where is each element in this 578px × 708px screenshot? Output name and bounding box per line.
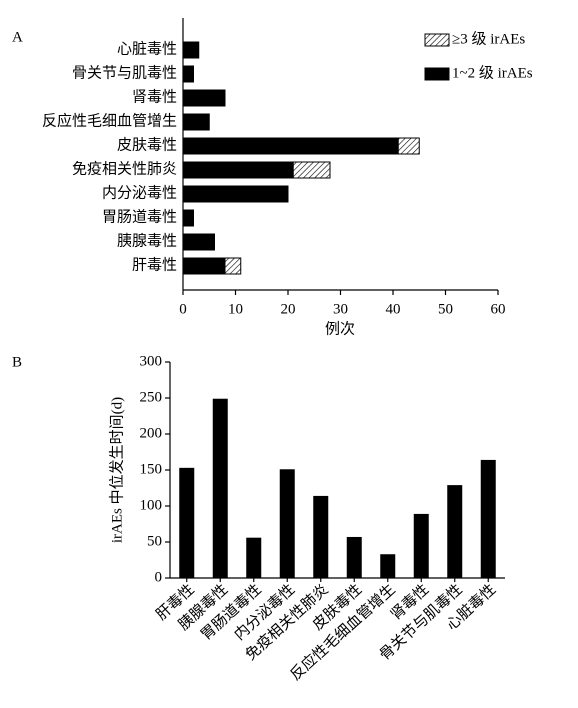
bar-segment	[182, 137, 399, 155]
legend-label: ≥3 级 irAEs	[452, 30, 525, 47]
bar-segment	[224, 257, 242, 275]
bar	[212, 398, 228, 578]
y-tick-label: 内分泌毒性	[102, 184, 177, 201]
y-tick-label: 150	[140, 461, 163, 477]
legend-swatch	[424, 67, 450, 81]
bar-segment	[397, 137, 420, 155]
y-tick-label: 250	[140, 389, 163, 405]
bar	[179, 467, 195, 578]
x-tick-label: 50	[438, 301, 453, 317]
y-tick-label: 免疫相关性肺炎	[72, 160, 177, 177]
bar-segment	[182, 65, 194, 83]
panel-label: A	[12, 29, 23, 45]
y-tick-label: 0	[155, 569, 163, 585]
x-tick-label: 30	[333, 301, 348, 317]
x-axis-label: 例次	[325, 320, 355, 337]
y-axis-label: irAEs 中位发生时间(d)	[108, 397, 125, 543]
bar-segment	[182, 113, 210, 131]
x-tick-label: 60	[491, 301, 506, 317]
y-tick-label: 肾毒性	[132, 88, 177, 105]
panel-label: B	[12, 354, 22, 370]
y-tick-label: 胃肠道毒性	[102, 208, 177, 225]
bar	[447, 485, 463, 578]
x-tick-label: 20	[281, 301, 296, 317]
x-tick-label: 0	[179, 301, 187, 317]
bar-segment	[182, 209, 194, 227]
bar-segment	[182, 185, 289, 203]
x-tick-label: 10	[228, 301, 243, 317]
bar	[480, 459, 496, 578]
bar	[346, 536, 362, 578]
bar-segment	[182, 257, 226, 275]
x-tick-label: 40	[386, 301, 401, 317]
y-tick-label: 反应性毛细血管增生	[42, 111, 177, 129]
y-tick-label: 50	[147, 533, 162, 549]
y-tick-label: 心脏毒性	[117, 40, 177, 57]
bar-segment	[292, 161, 331, 179]
legend-label: 1~2 级 irAEs	[452, 64, 533, 81]
y-tick-label: 300	[140, 353, 163, 369]
bar-segment	[182, 233, 215, 251]
y-tick-label: 100	[140, 497, 163, 513]
bar	[313, 495, 329, 578]
legend-swatch	[424, 33, 450, 47]
y-tick-label: 肝毒性	[132, 256, 177, 273]
bar	[380, 554, 396, 578]
y-tick-label: 胰腺毒性	[117, 232, 177, 249]
bar	[413, 513, 429, 578]
y-tick-label: 皮肤毒性	[117, 136, 177, 153]
bar	[279, 469, 295, 578]
bar	[246, 537, 262, 578]
y-tick-label: 骨关节与肌毒性	[72, 64, 177, 81]
bar-segment	[182, 161, 294, 179]
bar-segment	[182, 89, 226, 107]
bar-segment	[182, 41, 200, 59]
y-tick-label: 200	[140, 425, 163, 441]
